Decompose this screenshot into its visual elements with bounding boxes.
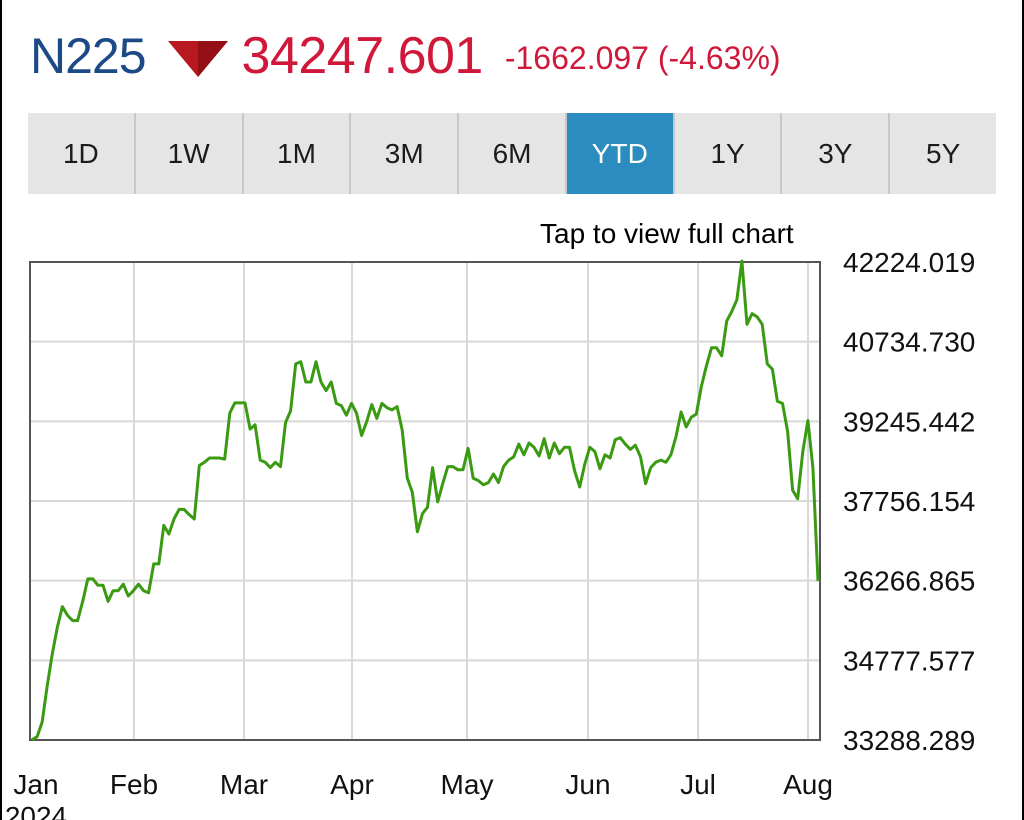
tab-3m[interactable]: 3M: [351, 113, 460, 194]
x-tick-label: Jan: [13, 769, 58, 800]
ticker-symbol: N225: [30, 28, 147, 84]
tab-1m[interactable]: 1M: [243, 113, 352, 194]
x-tick-label: Apr: [330, 769, 374, 800]
tab-3y[interactable]: 3Y: [782, 113, 891, 194]
price-change: -1662.097 (-4.63%): [504, 39, 781, 76]
series-line: [31, 259, 820, 742]
x-tick-label: Aug: [783, 769, 833, 800]
y-tick-label: 33288.289: [843, 725, 975, 756]
y-axis-labels: 42224.019 40734.730 39245.442 37756.154 3626…: [843, 247, 975, 756]
x-tick-label: Jul: [680, 769, 716, 800]
tab-ytd[interactable]: YTD: [566, 113, 675, 194]
tab-5y[interactable]: 5Y: [890, 113, 997, 194]
x-axis-labels: Jan Feb Mar Apr May Jun Jul Aug 2024: [5, 769, 833, 820]
y-tick-label: 36266.865: [843, 566, 975, 597]
chart-grid: [30, 262, 820, 740]
y-tick-label: 40734.730: [843, 327, 975, 358]
y-tick-label: 37756.154: [843, 486, 975, 517]
plot-border: [29, 261, 821, 741]
tap-full-chart-link[interactable]: Tap to view full chart: [540, 218, 794, 249]
y-tick-label: 39245.442: [843, 406, 975, 437]
tab-1y[interactable]: 1Y: [674, 113, 783, 194]
x-year-label: 2024: [5, 801, 67, 820]
y-tick-label: 34777.577: [843, 645, 975, 676]
tab-1d[interactable]: 1D: [28, 113, 136, 194]
y-tick-label: 42224.019: [843, 247, 975, 278]
range-tabs: 1D 1W 1M 3M 6M YTD 1Y 3Y 5Y: [28, 113, 997, 194]
quote-header: N225 34247.601 -1662.097 (-4.63%): [30, 26, 781, 86]
x-tick-label: May: [441, 769, 494, 800]
last-price: 34247.601: [241, 27, 484, 85]
x-tick-label: Feb: [110, 769, 158, 800]
tab-6m[interactable]: 6M: [459, 113, 567, 194]
x-tick-label: Jun: [565, 769, 610, 800]
tab-1w[interactable]: 1W: [135, 113, 244, 194]
down-triangle-icon: [167, 41, 228, 77]
x-tick-label: Mar: [220, 769, 268, 800]
